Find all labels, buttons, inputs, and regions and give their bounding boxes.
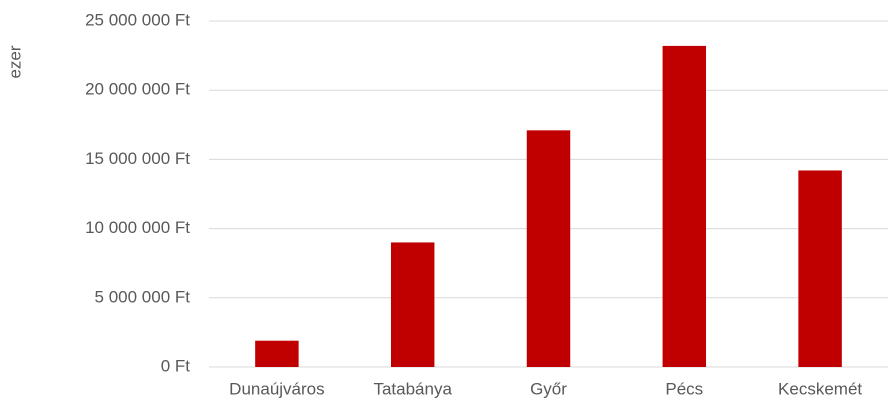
bar bbox=[390, 242, 435, 367]
y-axis-label: ezer bbox=[5, 45, 24, 78]
x-tick-label: Kecskemét bbox=[778, 379, 862, 398]
bar bbox=[526, 130, 571, 367]
x-tick-label: Dunaújváros bbox=[229, 379, 324, 398]
bar bbox=[255, 340, 299, 367]
y-tick-label: 10 000 000 Ft bbox=[85, 218, 190, 237]
x-tick-label: Tatabánya bbox=[373, 379, 452, 398]
y-tick-label: 0 Ft bbox=[161, 356, 191, 375]
y-tick-label: 20 000 000 Ft bbox=[85, 80, 190, 99]
x-tick-label: Győr bbox=[530, 379, 567, 398]
y-tick-label: 5 000 000 Ft bbox=[95, 287, 191, 306]
bar bbox=[662, 45, 707, 368]
y-tick-label: 25 000 000 Ft bbox=[85, 10, 190, 29]
x-tick-label: Pécs bbox=[665, 379, 703, 398]
bar bbox=[798, 170, 842, 367]
y-tick-label: 15 000 000 Ft bbox=[85, 149, 190, 168]
